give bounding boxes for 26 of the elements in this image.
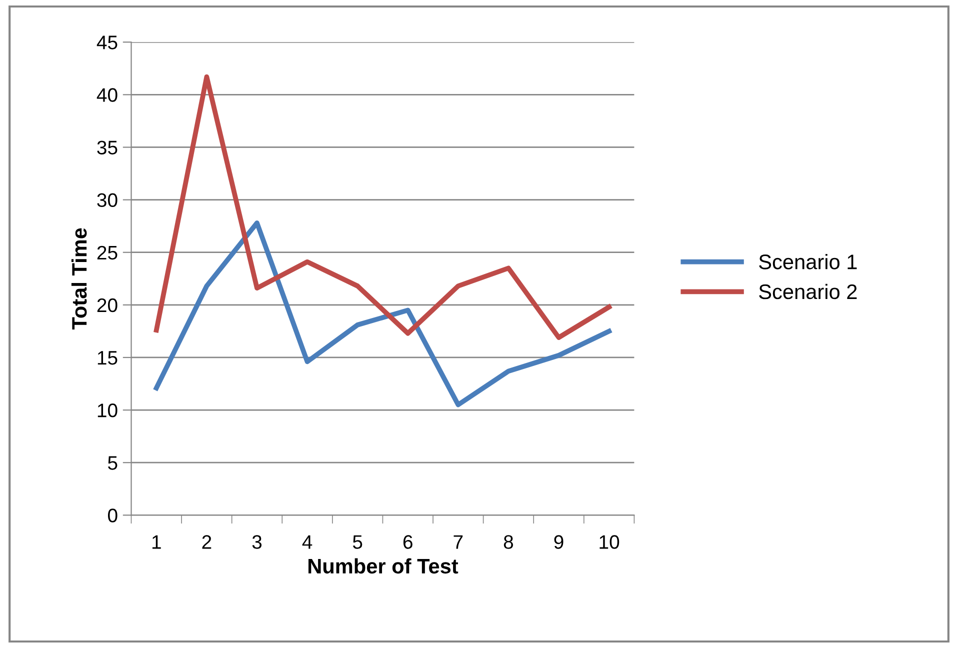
x-tick-label: 10	[600, 535, 620, 549]
y-tick-label: 10	[98, 404, 118, 418]
y-tick-label: 15	[98, 351, 118, 365]
y-axis-title: Total Time	[71, 228, 87, 330]
x-axis-title: Number of Test	[308, 558, 458, 574]
y-tick-label: 5	[108, 456, 118, 470]
x-tick-label: 6	[403, 535, 412, 549]
legend-label: Scenario 1	[759, 254, 857, 270]
legend-label: Scenario 2	[759, 284, 857, 300]
y-tick-label: 25	[97, 246, 118, 260]
x-tick-label: 3	[252, 535, 262, 549]
y-tick-label: 40	[96, 88, 118, 102]
x-tick-label: 7	[454, 535, 463, 549]
x-tick-label: 9	[554, 535, 564, 549]
x-tick-label: 1	[152, 535, 161, 549]
line-series	[154, 74, 612, 340]
x-tick-label: 5	[352, 535, 362, 549]
y-tick-label: 0	[108, 508, 118, 522]
y-tick-label: 30	[97, 193, 118, 208]
y-tick-label: 45	[96, 36, 118, 50]
line-series	[154, 220, 612, 408]
y-tick-label: 35	[97, 140, 118, 154]
x-tick-label: 4	[302, 535, 312, 549]
y-tick-label: 20	[97, 298, 118, 312]
x-tick-label: 8	[504, 535, 514, 549]
x-tick-label: 2	[202, 535, 212, 549]
